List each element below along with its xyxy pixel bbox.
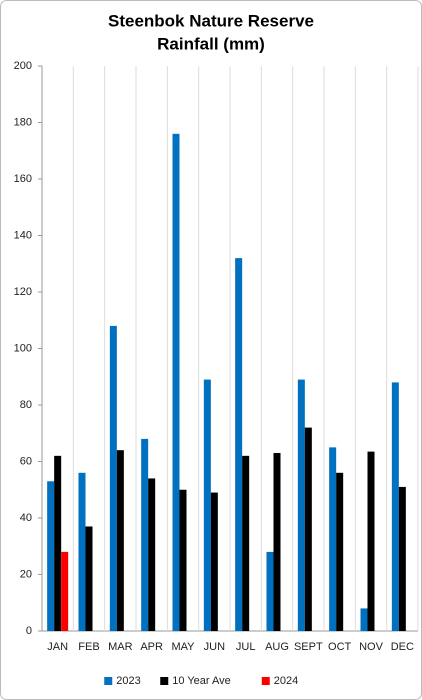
legend-swatch: [261, 677, 270, 685]
x-tick-label: JUL: [236, 641, 256, 653]
bar: [391, 382, 399, 631]
y-tick-label: 120: [14, 286, 32, 298]
y-tick-label: 60: [20, 455, 32, 467]
bar: [78, 472, 86, 631]
x-tick-label: OCT: [328, 641, 352, 653]
bar: [179, 489, 187, 631]
bar: [273, 453, 281, 631]
bar: [203, 379, 211, 631]
bar: [360, 608, 368, 631]
y-tick-label: 80: [20, 399, 32, 411]
bar: [210, 492, 218, 631]
bar: [116, 450, 124, 631]
x-tick-label: APR: [140, 641, 163, 653]
bar: [172, 133, 180, 632]
y-tick-label: 180: [14, 116, 32, 128]
x-tick-label: NOV: [359, 641, 384, 653]
x-tick-label: JAN: [47, 641, 68, 653]
y-tick-label: 20: [20, 568, 32, 580]
bar: [329, 447, 337, 631]
y-tick-label: 140: [14, 229, 32, 241]
bar: [47, 481, 55, 631]
chart-title: Steenbok Nature Reserve: [108, 11, 314, 30]
y-tick-label: 200: [14, 60, 32, 72]
x-tick-label: FEB: [78, 641, 99, 653]
legend-swatch: [104, 677, 113, 685]
x-tick-label: DEC: [391, 641, 414, 653]
y-tick-label: 40: [20, 512, 32, 524]
bar: [297, 379, 305, 631]
bar: [61, 551, 69, 631]
bar: [141, 438, 149, 631]
x-tick-label: SEPT: [294, 641, 323, 653]
bar: [242, 455, 250, 631]
y-tick-label: 100: [14, 342, 32, 354]
y-tick-label: 0: [26, 625, 32, 637]
bar: [398, 486, 406, 631]
bar: [235, 258, 243, 631]
bar: [304, 427, 312, 631]
bar: [54, 455, 62, 631]
bar: [85, 526, 93, 631]
y-tick-label: 160: [14, 173, 32, 185]
legend-label: 2023: [116, 675, 140, 687]
legend-swatch: [160, 677, 169, 685]
x-tick-label: MAY: [171, 641, 195, 653]
bar: [336, 472, 344, 631]
x-tick-label: MAR: [108, 641, 133, 653]
bar: [266, 551, 274, 631]
bar: [109, 325, 117, 631]
bar: [148, 478, 156, 631]
bar: [367, 451, 375, 631]
legend-label: 2024: [274, 675, 298, 687]
x-tick-label: JUN: [204, 641, 225, 653]
x-tick-label: AUG: [265, 641, 289, 653]
chart-title: Rainfall (mm): [157, 34, 265, 53]
legend-label: 10 Year Ave: [172, 675, 231, 687]
